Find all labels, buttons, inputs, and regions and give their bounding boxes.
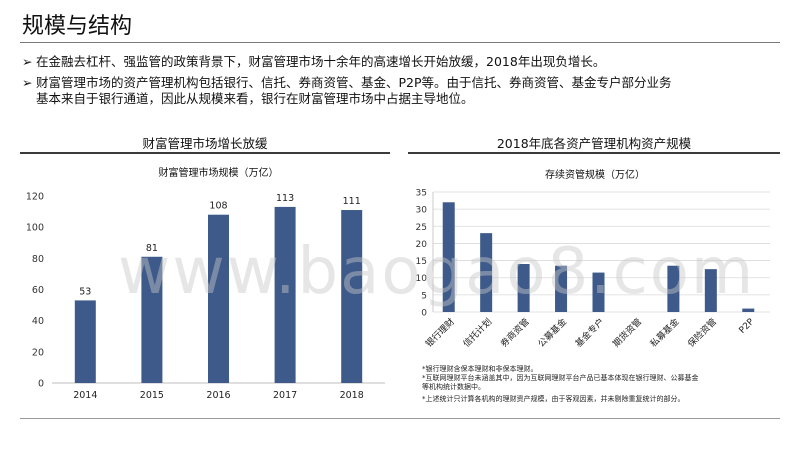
bullet-2: ➢ 财富管理市场的资产管理机构包括银行、信托、券商资管、基金、P2P等。由于信托、… bbox=[22, 75, 782, 107]
y-tick-label: 30 bbox=[416, 206, 428, 216]
x-tick-label: 基金专户 bbox=[573, 316, 607, 350]
y-tick-label: 20 bbox=[416, 240, 428, 250]
x-tick-label: 2018 bbox=[340, 390, 364, 401]
bar bbox=[274, 206, 296, 383]
bullet-1: ➢ 在金融去杠杆、强监管的政策背景下，财富管理市场十余年的高速增长开始放缓，201… bbox=[22, 54, 782, 70]
right-panel-divider bbox=[408, 152, 780, 154]
bar bbox=[480, 233, 493, 312]
footnotes: *银行理财含保本理财和非保本理财。*互联网理财平台未涵盖其中，因为互联网理财平台… bbox=[422, 364, 699, 403]
bar bbox=[592, 272, 605, 312]
bar bbox=[341, 210, 363, 383]
x-tick-label: 信托计划 bbox=[460, 316, 494, 350]
data-label: 108 bbox=[209, 201, 227, 212]
page-title: 规模与结构 bbox=[22, 14, 133, 39]
bullet-arrow-icon: ➢ bbox=[22, 75, 33, 90]
footnote-line: *互联网理财平台未涵盖其中，因为互联网理财平台产品已基本体现在银行理财、公募基金 bbox=[422, 373, 699, 382]
x-tick-label: 私募基金 bbox=[648, 316, 682, 350]
y-tick-label: 80 bbox=[32, 254, 44, 265]
footnote-line: *银行理财含保本理财和非保本理财。 bbox=[422, 364, 538, 373]
bullet-1-text: 在金融去杠杆、强监管的政策背景下，财富管理市场十余年的高速增长开始放缓，2018… bbox=[36, 54, 606, 69]
bar bbox=[704, 269, 717, 312]
y-tick-label: 35 bbox=[416, 189, 427, 199]
footnote-line: *上述统计只计算各机构的理财资产规模，由于客观因素，并未剔除重复统计的部分。 bbox=[422, 394, 685, 403]
y-tick-label: 10 bbox=[416, 274, 428, 284]
bar bbox=[442, 202, 455, 312]
right-panel-title: 2018年底各资产管理机构资产规模 bbox=[496, 136, 692, 151]
x-tick-label: 银行理财 bbox=[423, 316, 457, 350]
y-tick-label: 60 bbox=[32, 285, 44, 296]
left-chart-title: 财富管理市场规模（万亿） bbox=[159, 166, 279, 179]
data-label: 81 bbox=[146, 243, 158, 254]
y-tick-label: 0 bbox=[38, 379, 44, 390]
bar bbox=[667, 265, 680, 312]
bar bbox=[208, 214, 229, 383]
x-tick-label: 券商资管 bbox=[498, 316, 532, 350]
y-tick-label: 120 bbox=[26, 192, 44, 203]
market-size-chart: 财富管理市场规模（万亿） 0 20 40 60 80 100 120 53 2014 81 2015 1… bbox=[26, 166, 385, 401]
bullet-2-text-line1: 财富管理市场的资产管理机构包括银行、信托、券商资管、基金、P2P等。由于信托、券… bbox=[36, 75, 672, 90]
bar bbox=[517, 264, 530, 312]
left-panel-title: 财富管理市场增长放缓 bbox=[142, 136, 268, 151]
bar bbox=[74, 300, 96, 383]
bar bbox=[141, 256, 163, 383]
x-tick-label: 2017 bbox=[273, 390, 297, 401]
y-tick-label: 100 bbox=[26, 223, 44, 234]
title-divider bbox=[20, 42, 780, 43]
data-label: 111 bbox=[343, 196, 361, 207]
x-tick-label: 期货资管 bbox=[610, 316, 644, 350]
bullet-2-text-line2: 基本来自于银行通道，因此从规模来看，银行在财富管理市场中占据主导地位。 bbox=[36, 91, 474, 106]
x-tick-label: 2015 bbox=[140, 390, 164, 401]
y-tick-label: 15 bbox=[416, 257, 427, 267]
right-chart-title: 存续资管规模（万亿） bbox=[545, 168, 645, 181]
footnote-line: 等机构统计数据中。 bbox=[422, 382, 485, 391]
x-tick-label: 保险资管 bbox=[685, 316, 719, 350]
bottom-divider bbox=[20, 418, 780, 419]
bullet-arrow-icon: ➢ bbox=[22, 54, 33, 69]
y-tick-label: 0 bbox=[421, 309, 427, 319]
y-tick-label: 5 bbox=[421, 291, 427, 301]
watermark: www.baogao8.com bbox=[118, 235, 756, 309]
data-label: 53 bbox=[79, 286, 91, 297]
bar bbox=[742, 308, 755, 312]
y-tick-label: 20 bbox=[32, 347, 44, 358]
x-tick-label: 2014 bbox=[73, 390, 97, 401]
y-tick-label: 25 bbox=[416, 223, 427, 233]
x-tick-label: P2P bbox=[738, 317, 757, 336]
x-tick-label: 2016 bbox=[206, 390, 230, 401]
y-tick-label: 40 bbox=[32, 316, 44, 327]
data-label: 113 bbox=[276, 193, 294, 204]
bar bbox=[555, 265, 568, 312]
x-tick-label: 公募基金 bbox=[535, 316, 569, 350]
left-panel-divider bbox=[20, 152, 390, 154]
